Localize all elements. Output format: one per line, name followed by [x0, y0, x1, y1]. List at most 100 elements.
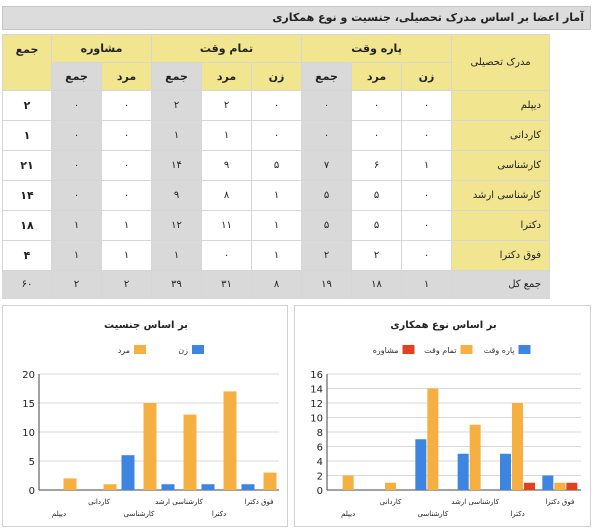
cell: ۱ [101, 240, 152, 271]
bar [263, 472, 277, 490]
cell: ۵ [301, 210, 353, 241]
sub-header-female: زن [401, 62, 453, 91]
y-tick-label: 6 [317, 443, 323, 454]
cell: ۱۲ [150, 210, 203, 241]
cell: ۲ [201, 90, 253, 121]
y-tick-label: 0 [29, 486, 35, 497]
chart-title: بر اساس نوع همکاری [390, 320, 496, 331]
cell: ۱ [201, 120, 253, 151]
table-row: کارشناسی ۱ ۶ ۷ ۵ ۹ ۱۴ ۰ ۰ ۲۱ [2, 150, 551, 181]
sub-header-female: زن [251, 62, 303, 91]
sub-header-sum: جمع [301, 62, 353, 91]
cell: ۰ [101, 120, 152, 151]
sub-header-sum: جمع [150, 62, 203, 91]
x-tick-label: کاردانی [380, 498, 402, 506]
cell: ۰ [301, 120, 353, 151]
row-label: کارشناسی [451, 150, 551, 181]
row-label: کارشناسی ارشد [451, 180, 551, 211]
x-tick-label: دکترا [212, 510, 226, 518]
cell: ۰ [401, 120, 453, 151]
cell: ۱ [150, 240, 203, 271]
y-tick-label: 20 [22, 370, 35, 381]
bar [554, 482, 566, 490]
bar [542, 475, 554, 490]
x-tick-label: کارشناسی [418, 510, 449, 518]
x-tick-label: کارشناسی ارشد [451, 498, 499, 506]
group-header-full-time: تمام وقت [150, 34, 303, 63]
bar [524, 482, 535, 490]
legend-label: مشاوره [373, 346, 399, 355]
total-cell: ۳۱ [201, 270, 253, 299]
total-row: جمع کل ۱ ۱۸ ۱۹ ۸ ۳۱ ۳۹ ۲ ۲ ۶۰ [2, 270, 551, 299]
sub-header-male: مرد [101, 62, 152, 91]
y-tick-label: 4 [317, 457, 323, 468]
page-title: آمار اعضا بر اساس مدرک تحصیلی، جنسیت و ن… [2, 6, 591, 30]
gender-bar-chart: بر اساس جنسیت زن مرد 0 5 10 15 20 دیپلم کاردانی کا… [22, 320, 279, 518]
table-row: کارشناسی ارشد ۰ ۵ ۵ ۱ ۸ ۹ ۰ ۰ ۱۴ [2, 180, 551, 211]
group-header-part-time: پاره وقت [301, 34, 453, 63]
bar [512, 403, 523, 490]
cell: ۰ [51, 150, 102, 181]
legend-label: تمام وقت [424, 346, 456, 355]
total-cell: ۲ [101, 270, 152, 299]
table-row: کاردانی ۰ ۰ ۰ ۰ ۱ ۱ ۰ ۰ ۱ [2, 120, 551, 151]
cell: ۲ [351, 240, 403, 271]
bar [183, 414, 197, 490]
row-total: ۱ [2, 120, 52, 151]
cell: ۰ [401, 90, 453, 121]
y-tick-label: 10 [22, 428, 35, 439]
table-row: فوق دکترا ۰ ۲ ۲ ۱ ۰ ۱ ۱ ۱ ۴ [2, 240, 551, 271]
bar [143, 403, 157, 490]
degree-header: مدرک تحصیلی [451, 34, 551, 91]
cell: ۰ [101, 150, 152, 181]
x-tick-label: دیپلم [341, 510, 355, 518]
total-cell: ۱۹ [301, 270, 353, 299]
bar [241, 484, 255, 490]
grand-total-header: جمع [2, 34, 52, 91]
bar [121, 455, 135, 490]
row-label: دکترا [451, 210, 551, 241]
x-tick-label: فوق دکترا [545, 498, 574, 506]
cooperation-bar-chart: بر اساس نوع همکاری پاره وقت تمام وقت مشاوره… [310, 320, 581, 518]
row-total: ۴ [2, 240, 52, 271]
x-tick-label: کاردانی [88, 498, 110, 506]
cell: ۱ [150, 120, 203, 151]
row-total: ۲۱ [2, 150, 52, 181]
row-label: کاردانی [451, 120, 551, 151]
cell: ۲ [150, 90, 203, 121]
cell: ۰ [201, 240, 253, 271]
bar [500, 453, 511, 490]
bar [103, 484, 117, 490]
y-tick-label: 14 [310, 385, 323, 396]
cell: ۱ [401, 150, 453, 181]
legend-swatch [402, 345, 415, 354]
cell: ۶ [351, 150, 403, 181]
bar [457, 453, 469, 490]
cell: ۱ [51, 210, 102, 241]
total-cell: ۳۹ [150, 270, 203, 299]
group-header-consulting: مشاوره [51, 34, 152, 63]
row-total: ۲ [2, 90, 52, 121]
bar [63, 478, 77, 490]
cell: ۰ [51, 180, 102, 211]
gender-chart-panel: بر اساس جنسیت زن مرد 0 5 10 15 20 دیپلم کاردانی کا… [2, 305, 288, 527]
y-tick-label: 5 [29, 457, 35, 468]
legend-swatch [518, 345, 531, 354]
legend-label: زن [178, 346, 188, 355]
cell: ۸ [201, 180, 253, 211]
legend-label: مرد [118, 346, 130, 355]
bar [385, 482, 396, 490]
cell: ۰ [251, 120, 303, 151]
legend-label: پاره وقت [484, 346, 515, 355]
bar [342, 475, 354, 490]
total-cell: ۶۰ [2, 270, 52, 299]
cell: ۵ [351, 180, 403, 211]
y-tick-label: 0 [317, 486, 323, 497]
cell: ۰ [351, 90, 403, 121]
total-cell: ۱۸ [351, 270, 403, 299]
x-tick-label: فوق دکترا [245, 498, 274, 506]
y-tick-label: 12 [310, 399, 323, 410]
cell: ۱۱ [201, 210, 253, 241]
cell: ۰ [101, 90, 152, 121]
cell: ۷ [301, 150, 353, 181]
